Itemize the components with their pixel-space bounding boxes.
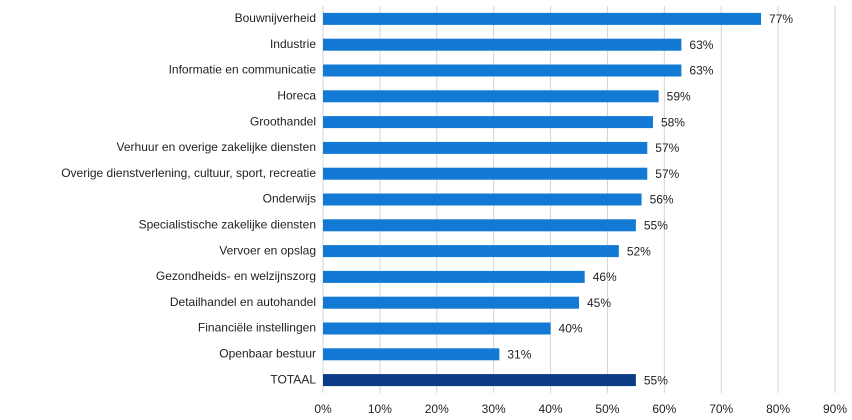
bar (323, 348, 500, 361)
x-tick-label: 70% (709, 402, 733, 416)
bar (323, 90, 659, 103)
category-label: Groothandel (250, 114, 316, 128)
x-tick-label: 0% (314, 402, 332, 416)
value-label: 45% (587, 296, 611, 310)
category-label: Specialistische zakelijke diensten (139, 217, 316, 231)
x-tick-label: 90% (823, 402, 847, 416)
category-label: Verhuur en overige zakelijke diensten (117, 140, 316, 154)
bar (323, 38, 682, 51)
category-label: Detailhandel en autohandel (170, 295, 316, 309)
x-tick-label: 50% (595, 402, 619, 416)
bar (323, 270, 585, 283)
value-label: 57% (655, 167, 679, 181)
x-tick-label: 80% (766, 402, 790, 416)
category-label: Vervoer en opslag (219, 243, 316, 257)
category-label: TOTAAL (270, 372, 316, 386)
value-label: 77% (769, 12, 793, 26)
bar (323, 374, 636, 387)
value-label: 40% (559, 322, 583, 336)
bar (323, 141, 648, 154)
x-tick-label: 30% (482, 402, 506, 416)
category-label: Openbaar bestuur (219, 346, 316, 360)
category-label: Onderwijs (263, 192, 316, 206)
value-label: 59% (667, 89, 691, 103)
category-label: Gezondheids- en welzijnszorg (156, 269, 316, 283)
value-label: 52% (627, 244, 651, 258)
category-label: Informatie en communicatie (169, 63, 317, 77)
bar (323, 296, 579, 309)
bar (323, 219, 636, 232)
x-tick-label: 40% (539, 402, 563, 416)
value-label: 58% (661, 115, 685, 129)
category-label: Bouwnijverheid (235, 11, 316, 25)
bar (323, 12, 762, 25)
value-label: 31% (507, 347, 531, 361)
bar (323, 64, 682, 77)
value-label: 46% (593, 270, 617, 284)
value-label: 57% (655, 141, 679, 155)
category-label: Overige dienstverlening, cultuur, sport,… (61, 166, 316, 180)
bar (323, 322, 551, 335)
bar (323, 245, 619, 258)
bar (323, 167, 648, 180)
bar (323, 116, 653, 129)
value-label: 63% (689, 64, 713, 78)
value-label: 56% (650, 193, 674, 207)
category-label: Horeca (277, 88, 316, 102)
value-label: 63% (689, 38, 713, 52)
bar (323, 193, 642, 206)
value-label: 55% (644, 218, 668, 232)
category-label: Industrie (270, 37, 316, 51)
x-tick-label: 20% (425, 402, 449, 416)
category-label: Financiële instellingen (198, 321, 316, 335)
x-tick-label: 60% (652, 402, 676, 416)
value-label: 55% (644, 373, 668, 387)
x-tick-label: 10% (368, 402, 392, 416)
